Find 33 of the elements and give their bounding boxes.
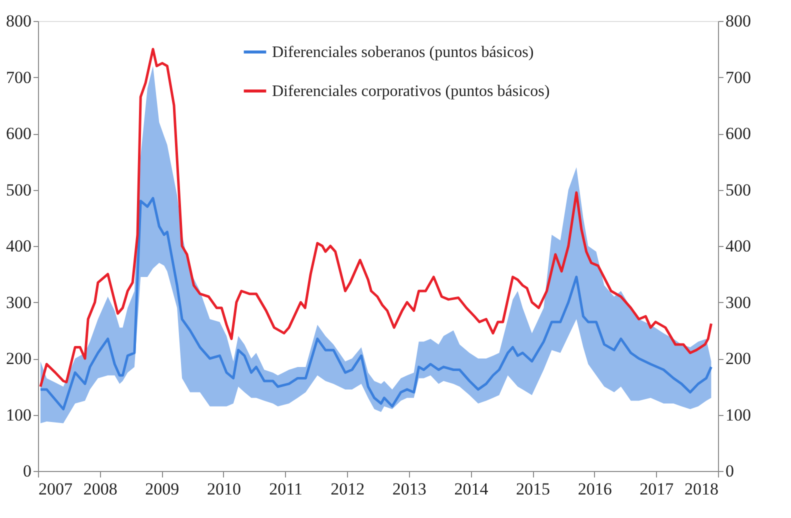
x-tick-label: 2012 (330, 480, 365, 498)
x-tick-label: 2016 (578, 480, 612, 498)
y2-tick-label: 600 (726, 124, 751, 143)
x-tick-label: 2011 (269, 480, 302, 498)
legend-label: Diferenciales soberanos (puntos básicos) (272, 44, 534, 61)
y-tick-label: 0 (23, 462, 32, 480)
y-tick-label: 100 (6, 405, 32, 424)
legend-label: Diferenciales corporativos (puntos básicos) (272, 83, 550, 100)
y2-tick-label: 200 (726, 349, 751, 368)
y2-tick-label: 300 (726, 292, 751, 312)
y-tick-label: 300 (6, 292, 32, 312)
x-tick-label: 2014 (454, 480, 489, 498)
y2-tick-label: 400 (726, 236, 751, 256)
y2-tick-label: 800 (726, 12, 751, 30)
y-tick-label: 400 (6, 236, 32, 256)
x-tick-label: 2010 (206, 480, 241, 498)
y2-tick-label: 100 (726, 405, 751, 424)
x-tick-label: 2015 (516, 480, 550, 498)
y2-tick-label: 500 (726, 180, 751, 200)
x-tick-label: 2013 (392, 480, 426, 498)
line-series (39, 196, 712, 410)
x-tick-label: 2008 (83, 480, 118, 498)
y-tick-label: 200 (6, 349, 32, 368)
y-tick-label: 700 (6, 68, 32, 87)
y-tick-label: 500 (6, 180, 32, 200)
x-tick-label: 2017 (640, 480, 674, 498)
y2-tick-label: 700 (726, 68, 751, 87)
y-tick-label: 600 (6, 124, 32, 143)
y2-tick-label: 0 (726, 462, 734, 480)
y-tick-label: 800 (6, 12, 32, 30)
x-tick-label: 2007 (38, 480, 73, 498)
x-tick-label: 2009 (145, 480, 180, 498)
x-tick-label: 2018 (684, 480, 718, 498)
